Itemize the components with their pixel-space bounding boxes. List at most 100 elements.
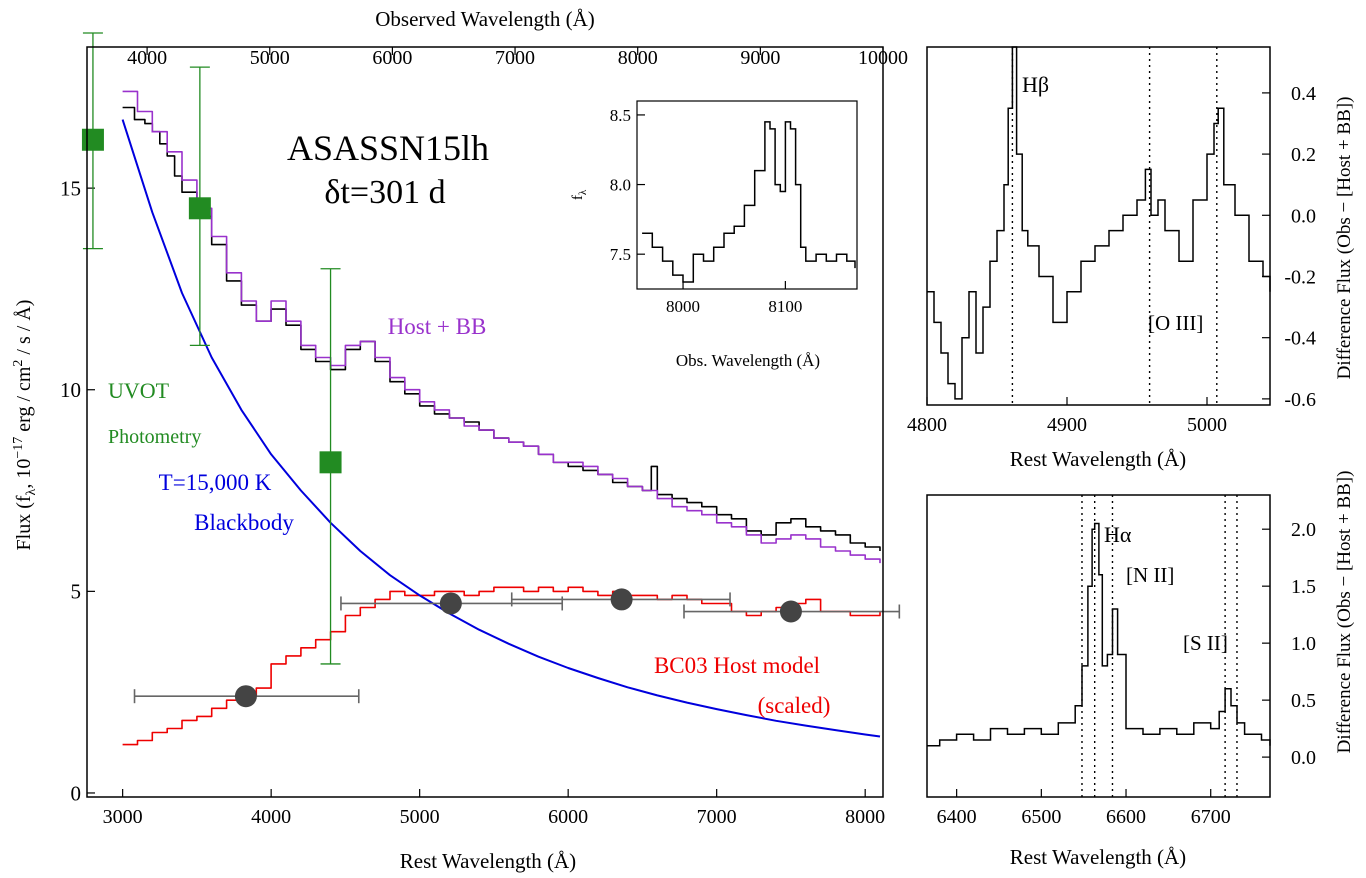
main-xtick-label: 3000 bbox=[103, 806, 143, 828]
blackbody-line bbox=[121, 119, 881, 738]
halpha-x-axis-title: Rest Wavelength (Å) bbox=[1010, 845, 1186, 869]
halpha-xtick-label: 6600 bbox=[1106, 806, 1146, 828]
photometry-label: Photometry bbox=[108, 426, 201, 448]
halpha-axes: 6400 6500 6600 6700 0.0 0.5 1.0 1.5 2.0 bbox=[937, 519, 1316, 828]
hbeta-panel: 4800 4900 5000 -0.6 -0.4 -0.2 0.0 0.2 0.4 Rest W… bbox=[907, 46, 1316, 471]
halpha-ytick-label: 1.0 bbox=[1291, 633, 1316, 655]
hbeta-ytick-label: -0.2 bbox=[1284, 266, 1316, 288]
halpha-xtick-label: 6700 bbox=[1191, 806, 1231, 828]
y-axis-title: Flux (fλ, 10−17 erg / cm2 / s / Å) bbox=[11, 300, 39, 551]
halpha-xtick-label: 6400 bbox=[937, 806, 977, 828]
main-xtick-label: 6000 bbox=[548, 806, 588, 828]
hbeta-frame bbox=[926, 46, 1271, 406]
ylabel-part-3: −17 bbox=[11, 437, 26, 459]
halpha-ytick-label: 0.0 bbox=[1291, 747, 1316, 769]
right-y-axis-title-top: Difference Flux (Obs − [Host + BB]) bbox=[1334, 97, 1355, 380]
inset-data bbox=[642, 121, 856, 283]
main-axes: 3000 4000 5000 6000 7000 8000 0 5 10 15 4000 5000 60… bbox=[60, 47, 908, 828]
main-ytick-label: 0 bbox=[71, 781, 82, 805]
bb-temp-label: T=15,000 K bbox=[159, 470, 272, 495]
ylabel-part-5: 2 bbox=[11, 360, 26, 367]
hbeta-xtick-label: 4900 bbox=[1047, 414, 1087, 436]
inset-x-axis-title: Obs. Wavelength (Å) bbox=[676, 351, 820, 370]
hbeta-difference-spectrum bbox=[927, 46, 1271, 400]
hbeta-ytick-label: 0.4 bbox=[1291, 83, 1316, 105]
halpha-data bbox=[927, 495, 1271, 797]
main-top-tick-label: 7000 bbox=[495, 47, 535, 69]
main-top-tick-label: 9000 bbox=[740, 47, 780, 69]
object-name: ASASSN15lh bbox=[287, 128, 489, 168]
hbeta-ytick-label: -0.6 bbox=[1284, 389, 1316, 411]
inset-background bbox=[637, 101, 857, 289]
uvot-photometry-point bbox=[319, 451, 342, 474]
main-xtick-label: 4000 bbox=[251, 806, 291, 828]
ylabel-part-4: erg / cm bbox=[13, 366, 35, 437]
host-bb-line bbox=[122, 90, 881, 564]
inset-ytick-label: 8.5 bbox=[610, 106, 631, 125]
ylabel-part-2: , 10 bbox=[13, 459, 35, 489]
uvot-photometry-point bbox=[81, 128, 104, 151]
ylabel-part-0: Flux (f bbox=[13, 495, 35, 550]
main-ytick-label: 10 bbox=[60, 378, 81, 402]
main-top-tick-label: 8000 bbox=[618, 47, 658, 69]
bottom-axis-title: Rest Wavelength (Å) bbox=[400, 849, 576, 873]
main-panel: 3000 4000 5000 6000 7000 8000 0 5 10 15 4000 5000 60… bbox=[11, 7, 908, 873]
main-top-tick-label: 6000 bbox=[372, 47, 412, 69]
main-xtick-label: 5000 bbox=[400, 806, 440, 828]
hbeta-x-axis-title: Rest Wavelength (Å) bbox=[1010, 447, 1186, 471]
bb-label: Blackbody bbox=[194, 510, 294, 535]
hbeta-ytick-label: 0.2 bbox=[1291, 144, 1316, 166]
inset-spectrum-line bbox=[642, 121, 856, 283]
top-axis-title: Observed Wavelength (Å) bbox=[375, 7, 595, 31]
hbeta-xtick-label: 5000 bbox=[1187, 414, 1227, 436]
inset-xtick-label: 8000 bbox=[666, 297, 700, 316]
nii-line-label: [N II] bbox=[1126, 563, 1174, 587]
host-photometry-point bbox=[234, 685, 257, 708]
right-y-axis-title-bottom: Difference Flux (Obs − [Host + BB]) bbox=[1334, 471, 1355, 754]
host-photometry-point bbox=[610, 588, 633, 611]
halpha-xtick-label: 6500 bbox=[1021, 806, 1061, 828]
main-data bbox=[81, 32, 901, 746]
inset-ytick-label: 8.0 bbox=[610, 176, 631, 195]
main-top-tick-label: 5000 bbox=[250, 47, 290, 69]
hbeta-axes: 4800 4900 5000 -0.6 -0.4 -0.2 0.0 0.2 0.4 bbox=[907, 83, 1316, 436]
main-ytick-label: 15 bbox=[60, 176, 81, 200]
main-xtick-label: 8000 bbox=[845, 806, 885, 828]
inset-ylabel-sub: λ bbox=[577, 189, 589, 195]
host-bb-label: Host + BB bbox=[388, 314, 487, 339]
halpha-line-label: Hα bbox=[1104, 522, 1132, 547]
hbeta-data bbox=[927, 46, 1271, 405]
hbeta-ytick-label: -0.4 bbox=[1284, 328, 1316, 350]
inset-axes: 8000 8100 7.5 8.0 8.5 bbox=[610, 106, 803, 316]
inset-xtick-label: 8100 bbox=[768, 297, 802, 316]
halpha-difference-spectrum bbox=[927, 522, 1271, 747]
main-ytick-label: 5 bbox=[71, 580, 82, 604]
uvot-photometry-point bbox=[188, 197, 211, 220]
ylabel-part-6: / s / Å) bbox=[13, 300, 35, 360]
main-xtick-label: 7000 bbox=[697, 806, 737, 828]
oiii-line-label: [O III] bbox=[1148, 311, 1203, 335]
inset-y-axis-title: fλ bbox=[570, 189, 589, 200]
sii-line-label: [S II] bbox=[1183, 631, 1228, 655]
halpha-ytick-label: 0.5 bbox=[1291, 690, 1316, 712]
host-photometry-point bbox=[779, 600, 802, 623]
halpha-panel: 6400 6500 6600 6700 0.0 0.5 1.0 1.5 2.0 Rest Wav… bbox=[926, 494, 1316, 869]
inset-panel: 8000 8100 7.5 8.0 8.5 Obs. Wavelength (Å) fλ bbox=[570, 100, 858, 370]
inset-frame bbox=[636, 100, 858, 290]
inset-ytick-label: 7.5 bbox=[610, 245, 631, 264]
halpha-frame bbox=[926, 494, 1271, 798]
halpha-ytick-label: 1.5 bbox=[1291, 576, 1316, 598]
hbeta-ytick-label: 0.0 bbox=[1291, 205, 1316, 227]
hbeta-xtick-label: 4800 bbox=[907, 414, 947, 436]
epoch-label: δt=301 d bbox=[324, 174, 445, 211]
host-model-label: BC03 Host model bbox=[654, 653, 820, 678]
host-scaled-label: (scaled) bbox=[758, 693, 831, 718]
uvot-label: UVOT bbox=[108, 378, 170, 403]
hbeta-line-label: Hβ bbox=[1022, 72, 1049, 97]
host-photometry-point bbox=[439, 592, 462, 615]
main-top-tick-label: 4000 bbox=[127, 47, 167, 69]
ylabel-part-1: λ bbox=[24, 488, 39, 495]
main-frame bbox=[86, 46, 884, 798]
halpha-ytick-label: 2.0 bbox=[1291, 519, 1316, 541]
